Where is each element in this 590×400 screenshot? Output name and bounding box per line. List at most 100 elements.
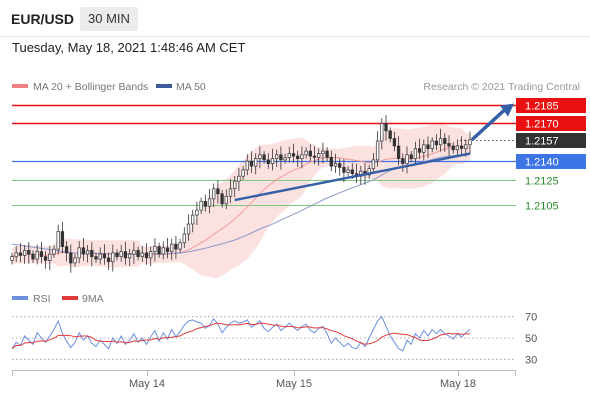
- candle: [388, 127, 392, 143]
- candle: [27, 242, 31, 264]
- candle: [60, 221, 65, 254]
- candle-body: [459, 145, 464, 149]
- candle-body: [127, 253, 132, 259]
- candle: [31, 250, 35, 263]
- candle: [451, 142, 455, 154]
- candle-body: [254, 158, 258, 167]
- level-tag-1.2140: [516, 154, 586, 169]
- rsi-line: [11, 315, 471, 352]
- candle-body: [233, 180, 237, 190]
- candle-body: [174, 243, 178, 250]
- candle-body: [106, 257, 111, 263]
- candle: [321, 142, 325, 164]
- candle-body: [237, 175, 241, 182]
- time-axis: May 14 May 15 May 18: [12, 370, 516, 390]
- candle: [52, 245, 56, 258]
- candle-body: [77, 247, 81, 259]
- candle: [81, 238, 86, 261]
- rsi-tick-30: 30: [525, 354, 537, 366]
- ma50-legend-swatch: [156, 84, 172, 88]
- candle-body: [258, 154, 262, 159]
- candle-body: [43, 256, 48, 261]
- candle-body: [275, 154, 279, 159]
- candle-body: [447, 143, 451, 147]
- candle: [94, 252, 98, 263]
- candle: [249, 151, 254, 173]
- candle: [90, 242, 94, 267]
- candle: [254, 153, 258, 175]
- trend-line: [234, 152, 471, 202]
- candle: [77, 241, 81, 264]
- candle-body: [468, 139, 472, 146]
- candle: [291, 143, 296, 163]
- candle: [170, 238, 174, 260]
- candle-body: [224, 195, 228, 205]
- rsi-ma-legend-swatch: [62, 296, 78, 300]
- candle-body: [317, 153, 321, 158]
- candle: [98, 247, 102, 265]
- candle-body: [199, 200, 203, 211]
- candle-body: [18, 252, 23, 256]
- candle-body: [52, 248, 56, 255]
- candle: [329, 150, 333, 172]
- candle-body: [31, 253, 35, 260]
- candle-body: [153, 246, 157, 252]
- candle-body: [401, 158, 405, 164]
- candle: [384, 115, 388, 141]
- candle-body: [329, 157, 333, 167]
- candle-body: [279, 154, 283, 161]
- candle-body: [207, 198, 212, 207]
- candle: [401, 153, 405, 172]
- rsi-legend-swatch: [12, 296, 28, 300]
- candle: [69, 244, 73, 273]
- candle-body: [132, 250, 136, 255]
- candle: [443, 133, 447, 152]
- candle-body: [10, 256, 14, 261]
- bollinger-band-area: [12, 124, 470, 279]
- candle-body: [203, 200, 207, 207]
- level-label-1.2157: 1.2157: [525, 136, 559, 148]
- rsi-tick-70: 70: [525, 312, 537, 324]
- candle-body: [212, 188, 216, 200]
- candle: [182, 227, 186, 249]
- candle: [233, 176, 237, 198]
- candle-body: [85, 250, 90, 255]
- timeframe-button[interactable]: 30 MIN: [80, 7, 138, 31]
- candle-body: [119, 251, 123, 257]
- candle-body: [140, 252, 144, 258]
- candle-body: [64, 246, 69, 254]
- candle: [191, 209, 195, 233]
- candle-body: [27, 250, 31, 255]
- candle-body: [438, 138, 443, 146]
- level-label-1.2170: 1.2170: [525, 119, 559, 131]
- candle: [279, 146, 283, 170]
- candle: [212, 183, 216, 208]
- candle: [396, 136, 401, 166]
- candle: [287, 146, 291, 163]
- candle: [237, 167, 241, 191]
- candle: [430, 137, 434, 153]
- candle-body: [14, 252, 18, 258]
- time-axis-label: May 18: [440, 378, 476, 390]
- candle-body: [464, 144, 468, 149]
- rsi-ma-legend-label: 9MA: [82, 293, 104, 305]
- candle: [140, 246, 144, 262]
- candle-body: [262, 154, 266, 161]
- candle-body: [161, 247, 165, 255]
- candle-body: [283, 157, 287, 161]
- copyright-text: Research © 2021 Trading Central: [423, 81, 580, 93]
- candle-body: [182, 233, 186, 244]
- candle-body: [434, 140, 439, 146]
- candle-body: [73, 257, 77, 264]
- candle-body: [413, 148, 418, 160]
- candle-body: [338, 163, 342, 168]
- candle: [405, 146, 409, 174]
- candle: [199, 197, 203, 214]
- candle-body: [123, 251, 128, 259]
- candle-body: [304, 150, 308, 156]
- candle: [266, 153, 270, 169]
- candle: [136, 246, 140, 261]
- candle: [111, 244, 115, 272]
- candle: [380, 118, 384, 150]
- timestamp: Tuesday, May 18, 2021 1:48:46 AM CET: [12, 40, 246, 55]
